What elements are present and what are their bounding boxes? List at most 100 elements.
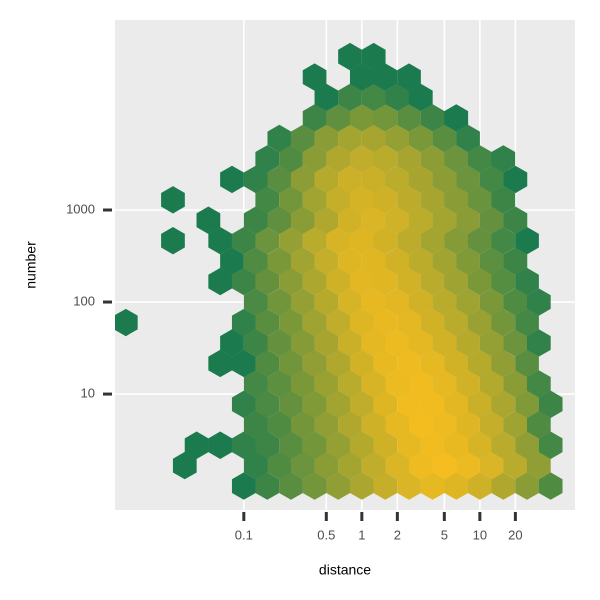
hex-bin [526,370,551,398]
hex-bin [338,247,362,275]
hex-bin [290,329,315,357]
hex-bin [361,247,386,275]
x-axis-title: distance [319,562,371,578]
hex-bin [373,431,398,459]
hex-bin [538,431,563,459]
hex-bin [408,370,433,398]
hex-bin [279,390,303,419]
hex-bin [491,186,516,214]
hex-bin [267,247,292,275]
hex-bin [255,186,280,214]
hex-bin [373,186,398,214]
hex-bin [326,308,351,337]
hex-bin [267,451,292,480]
x-tick-label: 0.1 [235,527,253,542]
hex-bin [314,165,339,194]
hex-bin [231,349,256,378]
hex-bin [314,288,339,316]
hex-bin [491,145,516,173]
hex-bin [314,411,339,439]
hex-bin [491,308,516,337]
hex-bin [115,308,138,337]
hex-bin [456,206,480,234]
hex-bin [385,83,410,112]
hex-bin [373,472,398,500]
hex-bin [526,329,551,357]
hex-bin [456,165,480,194]
hex-bin [503,206,528,234]
hex-bin [444,431,469,459]
hex-bin [408,329,433,357]
hex-bin [349,431,374,459]
hex-bin [373,267,398,296]
hex-bin [397,349,421,378]
hex-bin [231,226,256,255]
hex-bin [243,411,268,439]
hex-bin [456,370,480,398]
hex-bin [491,349,516,378]
hex-bin [491,390,516,419]
hex-bin [290,165,315,194]
hex-bin [267,165,292,194]
hex-bin [526,451,551,480]
hex-bin [408,83,433,112]
hex-bin [479,329,504,357]
hex-bin [373,145,398,173]
hex-bin [196,206,221,234]
hex-bin [243,451,268,480]
hex-bin [397,472,421,500]
hex-bin [326,431,351,459]
hex-bin [420,349,445,378]
hex-bin [208,431,233,459]
hex-bin [515,431,539,459]
hex-bin [397,63,421,91]
hex-bin [349,308,374,337]
hex-bin [420,308,445,337]
hex-bin [267,124,292,153]
hex-bin [243,329,268,357]
hex-bin [397,267,421,296]
hex-bin [467,145,492,173]
hex-bin [231,267,256,296]
hex-bin [479,247,504,275]
hex-bin [385,288,410,316]
hex-bin [432,165,457,194]
hex-bin [420,104,445,132]
x-tick-label: 20 [508,527,522,542]
hex-bin [326,349,351,378]
x-tick-label: 10 [473,527,487,542]
hex-bin [231,472,256,500]
hex-bin [432,124,457,153]
hex-bin [361,124,386,153]
hex-bin [420,390,445,419]
hex-bin [385,206,410,234]
hex-bin [361,42,386,71]
hex-bin [290,411,315,439]
hex-bin [338,42,362,71]
hex-bin [255,308,280,337]
hex-bin [338,124,362,153]
hex-bin [314,206,339,234]
hex-bin [279,472,303,500]
hex-bin [456,288,480,316]
hex-bin [302,308,327,337]
hex-bin [503,411,528,439]
hex-bin [267,370,292,398]
hex-bin [349,226,374,255]
hex-bin [220,329,244,357]
hex-bin [491,267,516,296]
hex-bin [338,329,362,357]
hex-bin [338,288,362,316]
hex-bin [373,104,398,132]
hex-bin [326,186,351,214]
hex-bin [255,472,280,500]
hex-bin [184,431,209,459]
hex-bin [290,370,315,398]
hex-bin [255,349,280,378]
hex-bin [279,431,303,459]
hex-bin [349,267,374,296]
hex-bin [408,288,433,316]
hex-bin [503,370,528,398]
